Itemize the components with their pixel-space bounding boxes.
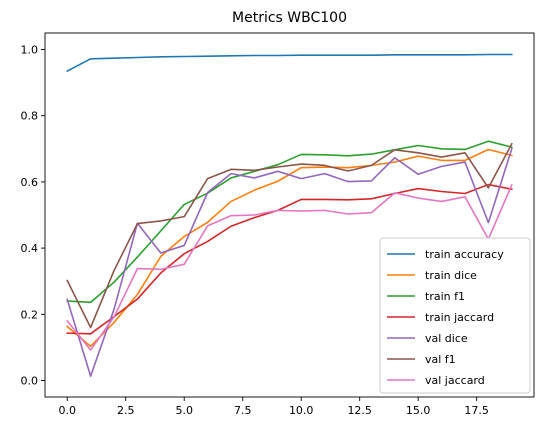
series-line-train-f1 [66,140,513,304]
x-tick-label: 0.0 [58,404,76,417]
y-tick-label: 0.4 [21,242,39,255]
axes-layer: 0.0 2.5 5.0 7.5 10.0 12.5 15.0 17.5 0.0 0.2 0.4 0.6… [21,32,535,417]
legend: train accuracy train dice train f1 train ja… [379,237,531,394]
x-tick-label: 5.0 [175,404,193,417]
y-tick-label: 0.2 [21,308,39,321]
legend-label: train f1 [425,290,465,303]
legend-label: val jaccard [425,374,485,387]
x-tick-label: 2.5 [117,404,135,417]
legend-label: train jaccard [425,311,494,324]
chart-title: Metrics WBC100 [232,10,347,26]
y-tick-label: 0.0 [21,374,39,387]
x-tick-label: 10.0 [289,404,314,417]
legend-label: val f1 [425,353,456,366]
series-line-val-f1 [66,142,513,329]
x-tick-label: 17.5 [464,404,489,417]
series-line-val-dice [66,147,513,377]
y-tick-label: 0.8 [21,110,39,123]
legend-label: val dice [425,332,468,345]
series-line-train-accuracy [66,53,513,73]
x-tick-label: 12.5 [347,404,372,417]
series-layer [66,53,513,377]
series-line-train-jaccard [66,183,513,335]
series-line-val-jaccard [66,183,513,351]
x-tick-label: 7.5 [234,404,252,417]
axes-frame [44,32,535,398]
legend-label: train dice [425,269,477,282]
legend-box [379,237,531,394]
legend-label: train accuracy [425,248,504,261]
x-tick-label: 15.0 [406,404,431,417]
y-tick-label: 1.0 [21,44,39,57]
y-tick-label: 0.6 [21,176,39,189]
